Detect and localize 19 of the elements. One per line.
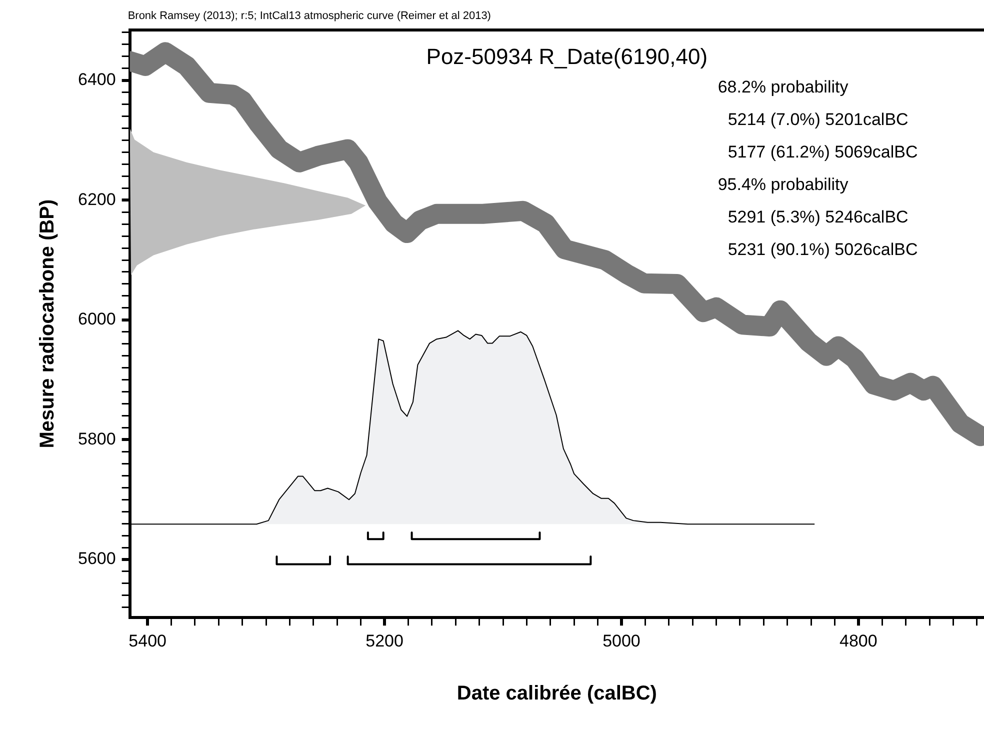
x-tick-label: 5400 — [128, 631, 167, 650]
annotation: 68.2% probability — [718, 78, 849, 97]
x-tick-label: 5200 — [366, 631, 404, 650]
x-axis-title: Date calibrée (calBC) — [456, 682, 657, 705]
text: Poz-50934 R_Date(6190,40) — [426, 44, 708, 70]
annotation: 5291 (5.3%) 5246calBC — [728, 208, 908, 227]
y-axis-title: Mesure radiocarbone (BP) — [36, 199, 59, 448]
x-tick-label: 4800 — [840, 631, 878, 650]
annotation: 5177 (61.2%) 5069calBC — [728, 142, 918, 162]
y-tick-label: 5600 — [78, 549, 116, 568]
y-tick-label: 6400 — [78, 70, 116, 89]
annotation: 5214 (7.0%) 5201calBC — [728, 110, 908, 130]
annotation: 95.4% probability — [718, 175, 849, 194]
y-tick-label: 6000 — [78, 310, 116, 329]
text: Bronk Ramsey (2013); r:5; IntCal13 atmospheric curve (Reimer et al 2013) — [128, 10, 491, 22]
y-tick-label: 5800 — [78, 429, 116, 448]
y-tick-label: 6200 — [78, 190, 116, 209]
annotation: 5231 (90.1%) 5026calBC — [728, 240, 918, 260]
x-tick-label: 5000 — [602, 631, 640, 650]
